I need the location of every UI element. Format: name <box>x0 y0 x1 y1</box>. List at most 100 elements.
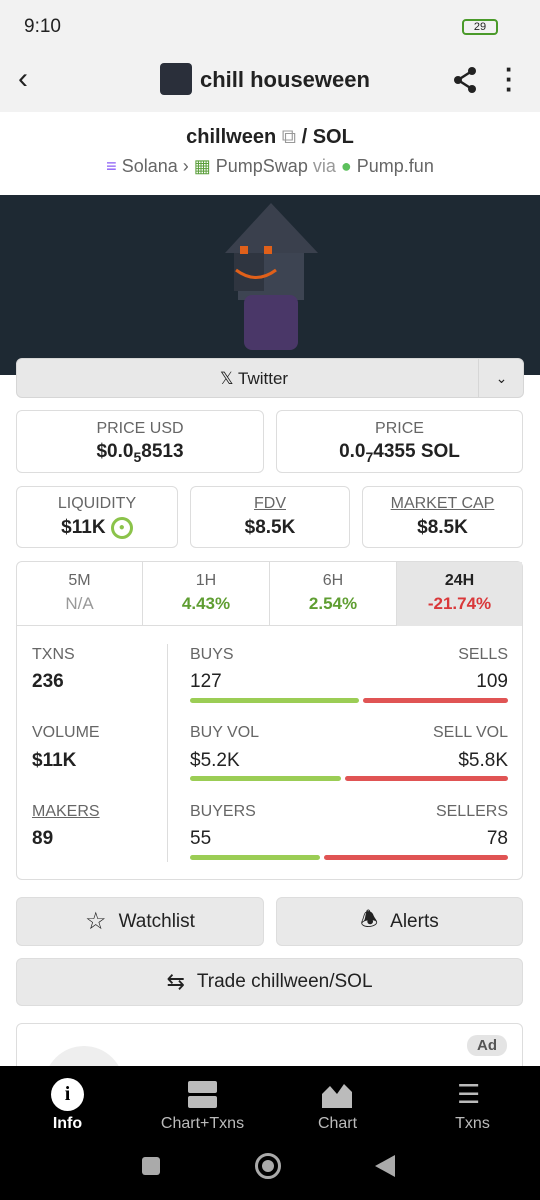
buyers-label: BUYERS <box>190 803 256 820</box>
watchlist-button[interactable]: ☆ Watchlist <box>16 897 264 946</box>
buy-vol-value: $5.2K <box>190 750 240 771</box>
market-cap-card: MARKET CAP $8.5K <box>362 486 523 548</box>
label: 1H <box>195 572 217 589</box>
page-title: chill houseween <box>200 67 370 92</box>
sells-value: 109 <box>476 671 508 692</box>
divider <box>167 644 168 862</box>
buys-value: 127 <box>190 671 222 692</box>
dex[interactable]: PumpSwap <box>215 156 308 176</box>
nav-chart[interactable]: Chart <box>317 1115 358 1132</box>
sellers-bar <box>323 855 508 860</box>
makers-bar <box>190 855 508 860</box>
zeros: 7 <box>365 448 374 465</box>
menu-button[interactable]: · · · <box>505 54 514 104</box>
launchpad[interactable]: Pump.fun <box>356 156 434 176</box>
alerts-button[interactable]: 🕭︎ Alerts <box>276 897 523 946</box>
label: Watchlist <box>118 910 195 932</box>
trade-button[interactable]: ⇆ Trade chillween/SOL <box>16 958 523 1006</box>
buys-bar <box>190 698 359 703</box>
nav-info[interactable]: Info <box>52 1115 83 1132</box>
timeframe-tabs: 5M N/A 1H 4.43% 6H 2.54% 24H -21.74% <box>17 562 522 626</box>
buyers-value: 55 <box>190 828 212 849</box>
label: 5M <box>68 572 91 589</box>
label: Trade chillween/SOL <box>196 971 373 992</box>
chart-txns-icon <box>188 1081 217 1093</box>
pair-title: chillween ⧉ / SOL <box>0 126 540 149</box>
chart-icon <box>322 1084 352 1108</box>
value: $11K ● <box>17 517 177 539</box>
label: PRICE USD <box>96 420 184 437</box>
label: PRICE <box>375 420 424 437</box>
price-usd: $0.058513 <box>17 441 263 465</box>
token-avatar <box>160 63 192 95</box>
liquidity: $11K <box>61 517 106 539</box>
value: $8.5K <box>244 517 296 538</box>
recents-button[interactable] <box>142 1157 160 1175</box>
top-bar <box>0 0 540 112</box>
makers-label[interactable]: MAKERS <box>32 803 100 820</box>
label: LIQUIDITY <box>57 495 137 512</box>
ad-badge: Ad <box>467 1035 507 1056</box>
tab-6h[interactable]: 6H 2.54% <box>270 562 397 626</box>
chain[interactable]: Solana <box>121 156 178 176</box>
price-native: 0.074355 SOL <box>277 441 522 465</box>
txns-icon: ☰ <box>457 1079 481 1109</box>
volume-value: $11K <box>32 750 77 771</box>
twitter-link[interactable]: 𝕏 Twitter <box>219 369 289 388</box>
value: $8.5K <box>417 517 468 538</box>
home-button[interactable] <box>255 1153 281 1179</box>
change: -21.74% <box>427 594 492 613</box>
tab-5m[interactable]: 5M N/A <box>17 562 143 626</box>
back-button[interactable]: ‹ <box>18 62 28 95</box>
prefix: $0.0 <box>96 441 134 462</box>
digits: 8513 <box>141 441 184 462</box>
txns-value: 236 <box>32 671 64 692</box>
sell-vol-label: SELL VOL <box>432 724 508 741</box>
nav-txns[interactable]: Txns <box>455 1115 490 1132</box>
label: MARKET CAP <box>390 495 495 512</box>
nav-chart-txns[interactable]: Chart+Txns <box>160 1115 245 1132</box>
txns-label: TXNS <box>32 646 75 663</box>
buy-vol-bar <box>190 776 341 781</box>
fdv-card: FDV $8.5K <box>190 486 350 548</box>
info-icon: i <box>51 1078 84 1111</box>
price-native-card: PRICE 0.074355 SOL <box>276 410 523 473</box>
volume-label: VOLUME <box>32 724 100 741</box>
change: N/A <box>65 594 94 613</box>
label: 6H <box>322 572 344 589</box>
sellers-label: SELLERS <box>435 803 508 820</box>
prefix: 0.0 <box>339 441 366 462</box>
tab-24h[interactable]: 24H -21.74% <box>397 562 522 626</box>
activity-card: 5M N/A 1H 4.43% 6H 2.54% 24H -21.74% <box>16 561 523 880</box>
via: via <box>312 156 336 176</box>
copy-icon[interactable]: ⧉ <box>281 126 297 148</box>
buyers-bar <box>190 855 320 860</box>
digits: 4355 SOL <box>373 441 460 462</box>
banner <box>0 195 540 375</box>
clock: 9:10 <box>24 16 61 37</box>
zeros: 5 <box>133 448 142 465</box>
system-back-button[interactable] <box>375 1155 395 1177</box>
twitter-label: Twitter <box>238 369 289 388</box>
label: 24H <box>444 572 475 589</box>
sellers-value: 78 <box>486 828 508 849</box>
tab-1h[interactable]: 1H 4.43% <box>143 562 270 626</box>
txns-bar <box>190 698 508 703</box>
label: Alerts <box>390 910 439 932</box>
label: FDV <box>254 495 286 512</box>
makers-value: 89 <box>32 828 54 849</box>
pair-route: ≡ Solana › ▦ PumpSwap via ● Pump.fun <box>106 156 434 176</box>
battery: 29 <box>462 19 498 35</box>
quote-symbol: / SOL <box>301 126 354 148</box>
sell-vol-bar <box>345 776 508 781</box>
expand-button[interactable]: ⌄ <box>478 358 524 398</box>
volume-bar <box>190 776 508 781</box>
sell-vol-value: $5.8K <box>458 750 508 771</box>
buys-label: BUYS <box>190 646 234 663</box>
share-button[interactable] <box>452 66 480 94</box>
buy-vol-label: BUY VOL <box>190 724 260 741</box>
sells-label: SELLS <box>458 646 508 663</box>
social-bar <box>16 358 524 398</box>
price-usd-card: PRICE USD $0.058513 <box>16 410 264 473</box>
change: 2.54% <box>308 594 358 613</box>
